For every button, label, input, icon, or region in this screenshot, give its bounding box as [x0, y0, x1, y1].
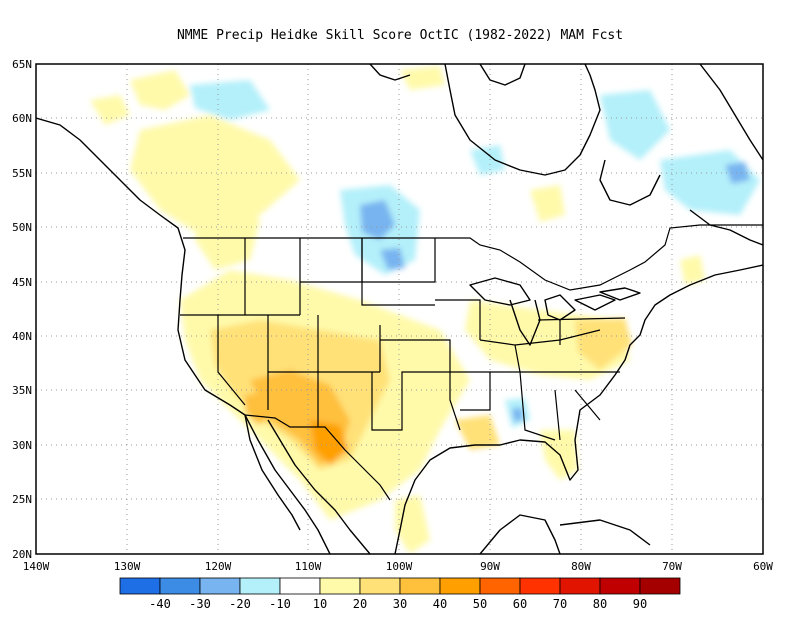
colorbar-swatch: [359, 577, 401, 595]
colorbar-swatch: [439, 577, 481, 595]
lat-label: 40N: [12, 330, 32, 343]
colorbar-swatch: [239, 577, 281, 595]
map-title: NMME Precip Heidke Skill Score OctIC (19…: [176, 28, 624, 43]
lat-label: 50N: [12, 221, 32, 234]
colorbar-swatch: [199, 577, 241, 595]
colorbar: -40 -30 -20 -10 10 20 30 40 50 60 70 80 90: [119, 577, 681, 611]
lat-label: 20N: [12, 548, 32, 561]
lon-label: 140W: [23, 560, 50, 573]
colorbar-swatch: [159, 577, 201, 595]
colorbar-swatch: [279, 577, 321, 595]
lon-label: 100W: [386, 560, 413, 573]
colorbar-swatch: [319, 577, 361, 595]
colorbar-swatch: [519, 577, 561, 595]
lon-label: 70W: [662, 560, 682, 573]
colorbar-label: 40: [433, 597, 447, 611]
colorbar-label: -20: [229, 597, 251, 611]
lon-label: 130W: [114, 560, 141, 573]
colorbar-label: -40: [149, 597, 171, 611]
lon-label: 80W: [571, 560, 591, 573]
coastlines: [36, 64, 763, 554]
lat-label: 55N: [12, 167, 32, 180]
colorbar-label: 10: [313, 597, 327, 611]
lat-label: 25N: [12, 493, 32, 506]
lat-label: 35N: [12, 384, 32, 397]
colorbar-swatch: [559, 577, 601, 595]
colorbar-label: 80: [593, 597, 607, 611]
lon-label: 110W: [295, 560, 322, 573]
latitude-labels: 65N 60N 55N 50N 45N 40N 35N 30N 25N 20N: [12, 58, 32, 561]
colorbar-label: -30: [189, 597, 211, 611]
colorbar-label: -10: [269, 597, 291, 611]
lon-label: 90W: [480, 560, 500, 573]
lat-label: 60N: [12, 112, 32, 125]
map-frame: [35, 63, 764, 555]
lon-label: 120W: [205, 560, 232, 573]
lat-label: 65N: [12, 58, 32, 71]
colorbar-swatch: [599, 577, 641, 595]
colorbar-swatch: [479, 577, 521, 595]
lat-label: 45N: [12, 276, 32, 289]
graticule: [36, 64, 763, 554]
lon-label: 60W: [753, 560, 773, 573]
longitude-labels: 140W 130W 120W 110W 100W 90W 80W 70W 60W: [23, 560, 774, 573]
colorbar-label: 90: [633, 597, 647, 611]
political-borders: [180, 224, 763, 501]
colorbar-swatch: [119, 577, 161, 595]
lat-label: 30N: [12, 439, 32, 452]
colorbar-label: 70: [553, 597, 567, 611]
colorbar-swatch: [399, 577, 441, 595]
colorbar-label: 30: [393, 597, 407, 611]
colorbar-label: 20: [353, 597, 367, 611]
colorbar-swatch: [639, 577, 681, 595]
colorbar-label: 60: [513, 597, 527, 611]
colorbar-label: 50: [473, 597, 487, 611]
